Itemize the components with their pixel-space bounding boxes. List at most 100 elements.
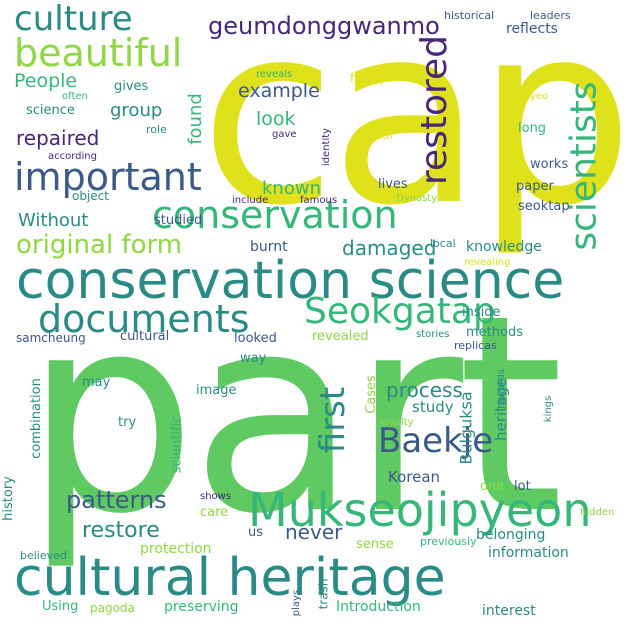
word-plays: plays (291, 589, 303, 617)
word-works: works (530, 157, 569, 172)
word-seoktap: seoktap (518, 199, 570, 214)
word-us: us (248, 525, 264, 540)
word-without: Without (18, 210, 89, 231)
word-process: process (386, 378, 463, 402)
word-using: Using (42, 599, 79, 614)
word-according: according (48, 151, 97, 162)
word-paper: paper (516, 179, 554, 194)
word-cultural: cultural (120, 329, 170, 344)
word-combination: combination (28, 378, 44, 459)
word-revealed: revealed (312, 329, 369, 344)
word-rewards: rewards (495, 369, 507, 409)
word-restore: restore (82, 518, 160, 543)
word-cap: cap (200, 0, 634, 260)
word-stories: stories (416, 329, 450, 340)
word-beautiful: beautiful (14, 31, 183, 75)
word-role: role (146, 123, 167, 136)
word-shows: shows (200, 491, 232, 502)
word-first: first (313, 386, 354, 454)
word-interest: interest (482, 603, 536, 619)
word-introduction: Introduction (336, 599, 421, 615)
word-famous: famous (300, 195, 338, 206)
word-believed: believed (20, 549, 67, 562)
word-restored: restored (414, 34, 456, 186)
word-geumdonggwanmo: geumdonggwanmo (208, 12, 440, 40)
word-loyalty: loyalty (380, 417, 414, 428)
word-include: include (232, 195, 269, 206)
word-reveals: reveals (256, 69, 293, 80)
word-important: important (14, 155, 202, 199)
word-long: long (518, 121, 547, 136)
word-methods: methods (466, 325, 523, 340)
word-scientists: scientists (563, 81, 605, 251)
word-lives: lives (378, 177, 408, 192)
word-study: study (412, 398, 454, 416)
word-dynasty: Dynasty (396, 193, 438, 204)
word-knowledge: knowledge (466, 239, 542, 255)
word-sense: sense (356, 537, 394, 552)
word-mukseojipyeon: Mukseojipyeon (248, 483, 592, 537)
word-history: history (0, 476, 16, 521)
word-object: object (72, 189, 109, 203)
word-example: example (238, 80, 320, 102)
word-finally: finally (350, 71, 387, 85)
word-patterns: patterns (66, 486, 167, 514)
word-never: never (285, 520, 343, 544)
word-belonging: belonging (476, 527, 546, 543)
word-gave: gave (272, 129, 297, 140)
word-leaders: leaders (530, 9, 571, 22)
word-damaged: damaged (342, 236, 437, 260)
word-conservation-science: conservation science (16, 251, 565, 311)
word-one: one (480, 479, 505, 494)
word-pagoda: pagoda (90, 601, 135, 615)
word-hidden: hidden (580, 507, 615, 518)
word-culture: culture (14, 0, 133, 39)
word-part: part (24, 258, 564, 574)
word-image: image (196, 383, 237, 398)
word-samcheung: samcheung (16, 331, 86, 345)
word-people: People (14, 70, 78, 92)
word-repaired: repaired (16, 126, 100, 150)
word-protection: protection (140, 541, 212, 557)
word-conservation: conservation (152, 193, 398, 237)
word-revealing: revealing (464, 257, 511, 268)
word-historical: historical (444, 9, 495, 22)
word-care: care (200, 505, 229, 520)
word-cases: Cases (363, 375, 379, 414)
word-original-form: original form (16, 230, 183, 260)
word-reflects: reflects (506, 21, 558, 37)
word-may: may (82, 375, 111, 390)
word-goryeo: Goryeo (512, 91, 549, 102)
word-identity: identity (321, 127, 333, 167)
word-look: look (256, 108, 296, 130)
word-replicas: replicas (454, 339, 497, 352)
word-bulguksa: Bulguksa (456, 391, 476, 465)
word-cultural-heritage: cultural heritage (14, 548, 446, 608)
word-often: often (62, 91, 88, 102)
word-seokgatap: Seokgatap (304, 291, 496, 332)
word-looked: looked (234, 331, 277, 346)
word-korean: Korean (388, 468, 441, 486)
word-trash: trash (316, 578, 331, 610)
word-kings: kings (543, 395, 555, 423)
word-found: found (184, 93, 206, 145)
word-way: way (240, 351, 267, 366)
word-burnt: burnt (250, 239, 288, 255)
word-gives: gives (114, 79, 149, 94)
word-inside: inside (462, 305, 501, 320)
word-information: information (488, 545, 569, 561)
word-try: try (118, 415, 137, 430)
word-science: science (26, 103, 75, 118)
word-preserving: preserving (164, 599, 239, 615)
word-documents: documents (38, 297, 250, 341)
word-studied: studied (154, 213, 203, 228)
word-known: known (262, 178, 321, 199)
word-previously: previously (420, 535, 477, 548)
word-truth: truth (368, 131, 393, 142)
word-local: local (430, 237, 456, 250)
word-scientific: scientific (169, 415, 185, 474)
word-lot: lot (514, 479, 531, 494)
word-group: group (110, 100, 163, 121)
word-baekje: Baekje (378, 421, 494, 461)
